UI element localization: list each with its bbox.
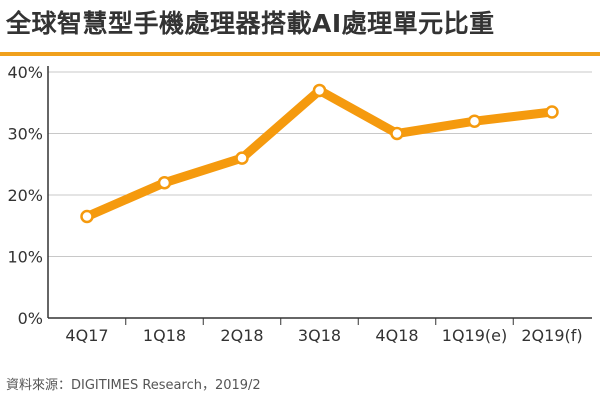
gridlines	[48, 71, 592, 257]
data-point	[235, 151, 249, 165]
data-point	[467, 114, 482, 128]
series-line	[82, 85, 557, 222]
data-point	[157, 175, 172, 190]
x-tick-label: 2Q19(f)	[521, 326, 582, 345]
data-point	[390, 126, 404, 141]
data-point	[80, 209, 94, 224]
x-tick-label: 3Q18	[298, 326, 341, 345]
x-tick-label: 4Q17	[65, 326, 108, 345]
source-note: 資料來源：DIGITIMES Research，2019/2	[6, 378, 261, 393]
x-tick-label: 1Q19(e)	[442, 326, 507, 345]
y-tick-label: 40%	[7, 63, 43, 82]
y-tick-label: 0%	[18, 309, 43, 328]
x-axis: 4Q17 1Q18 2Q18 3Q18 4Q18 1Q19(e) 2Q19(f)	[48, 317, 592, 345]
x-tick-label: 2Q18	[220, 326, 263, 345]
data-point	[312, 83, 327, 98]
x-tick-label: 1Q18	[143, 326, 186, 345]
data-point	[545, 105, 559, 119]
x-tick-label: 4Q18	[375, 326, 418, 345]
y-axis: 0% 10% 20% 30% 40%	[7, 63, 49, 328]
chart-title: 全球智慧型手機處理器搭載AI處理單元比重	[6, 9, 495, 38]
title-accent-bar	[0, 52, 600, 56]
y-tick-label: 10%	[7, 248, 43, 267]
y-tick-label: 20%	[7, 186, 43, 205]
y-tick-label: 30%	[7, 125, 43, 144]
series-group	[80, 83, 559, 224]
